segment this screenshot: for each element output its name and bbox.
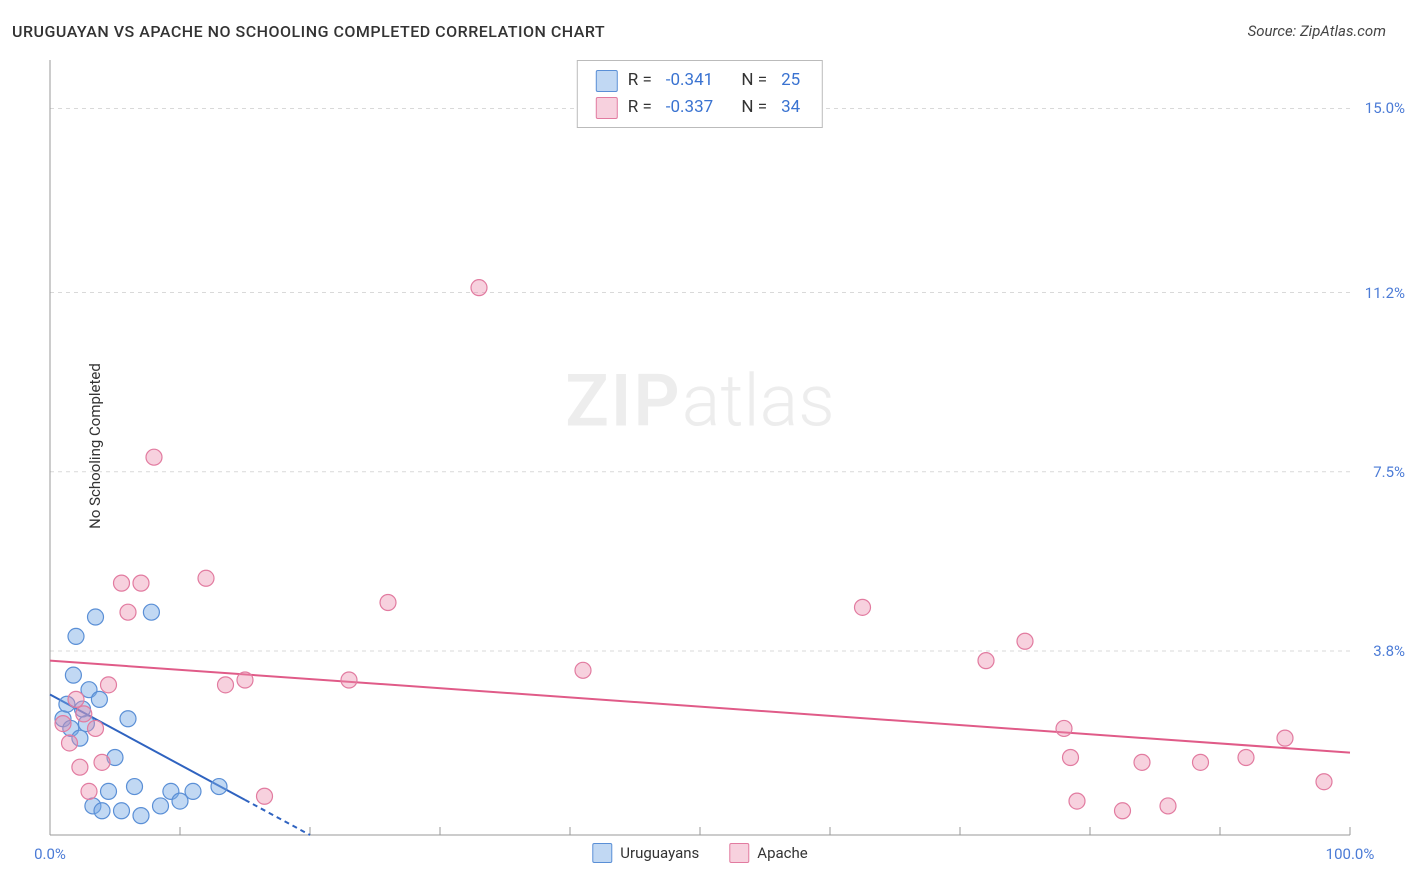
source-label: Source: ZipAtlas.com xyxy=(1248,22,1386,40)
legend-label: Apache xyxy=(757,844,807,862)
plot-area: ZIPatlas R = -0.341 N = 25 R = -0.337 N … xyxy=(50,60,1350,835)
y-tick-label: 15.0% xyxy=(1365,99,1405,117)
stats-legend-box: R = -0.341 N = 25 R = -0.337 N = 34 xyxy=(577,60,823,128)
legend-label: Uruguayans xyxy=(620,844,699,862)
x-tick-label: 0.0% xyxy=(34,845,66,863)
swatch-icon xyxy=(729,843,749,863)
bottom-legend: Uruguayans Apache xyxy=(592,843,807,863)
chart-title: URUGUAYAN VS APACHE NO SCHOOLING COMPLET… xyxy=(12,22,605,41)
swatch-icon xyxy=(596,97,618,119)
stats-row-apache: R = -0.337 N = 34 xyxy=(596,94,804,121)
x-tick-label: 100.0% xyxy=(1326,845,1375,863)
swatch-icon xyxy=(592,843,612,863)
y-tick-label: 7.5% xyxy=(1373,463,1405,481)
swatch-icon xyxy=(596,70,618,92)
legend-item-uruguayans: Uruguayans xyxy=(592,843,699,863)
stats-row-uruguayans: R = -0.341 N = 25 xyxy=(596,67,804,94)
scatter-chart-svg xyxy=(50,60,1350,835)
y-tick-label: 11.2% xyxy=(1365,284,1405,302)
y-tick-label: 3.8% xyxy=(1373,642,1405,660)
legend-item-apache: Apache xyxy=(729,843,807,863)
